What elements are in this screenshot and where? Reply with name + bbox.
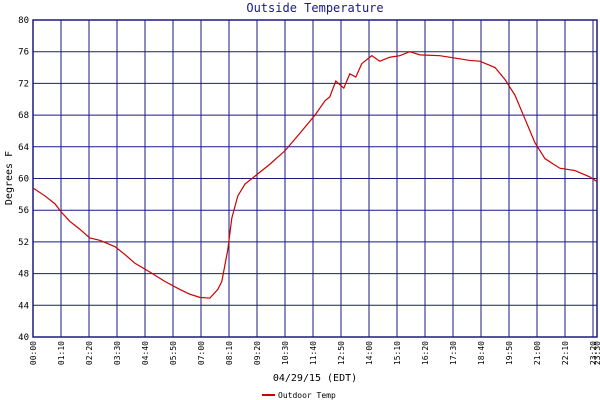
x-tick-label: 21:00 xyxy=(533,341,542,365)
chart-title: Outside Temperature xyxy=(246,1,383,15)
y-tick-label: 64 xyxy=(18,143,29,153)
y-tick-label: 56 xyxy=(18,206,29,216)
x-tick-label: 10:30 xyxy=(281,341,290,365)
y-axis-label: Degrees F xyxy=(4,151,15,205)
y-tick-label: 44 xyxy=(18,301,29,311)
x-tick-label: 04:40 xyxy=(141,341,150,365)
x-tick-label: 14:00 xyxy=(365,341,374,365)
y-tick-label: 52 xyxy=(18,238,29,248)
y-tick-label: 60 xyxy=(18,175,29,185)
x-tick-label: 22:10 xyxy=(561,341,570,365)
x-tick-label: 16:20 xyxy=(421,341,430,365)
x-tick-label: 17:30 xyxy=(449,341,458,365)
x-tick-label: 23:30 xyxy=(593,341,600,365)
y-tick-label: 48 xyxy=(18,270,29,280)
x-tick-label: 23:20 xyxy=(589,341,598,365)
x-tick-label: 12:50 xyxy=(337,341,346,365)
x-tick-label: 07:00 xyxy=(197,341,206,365)
legend-label: Outdoor Temp xyxy=(278,391,336,400)
x-axis-label: 04/29/15 (EDT) xyxy=(273,373,357,384)
x-tick-label: 08:10 xyxy=(225,341,234,365)
x-tick-label: 18:40 xyxy=(477,341,486,365)
x-tick-label: 02:20 xyxy=(85,341,94,365)
x-tick-label: 15:10 xyxy=(393,341,402,365)
x-tick-label: 03:30 xyxy=(113,341,122,365)
y-tick-label: 40 xyxy=(18,333,29,343)
x-tick-label: 11:40 xyxy=(309,341,318,365)
y-tick-label: 68 xyxy=(18,111,29,121)
x-tick-label: 00:00 xyxy=(29,341,38,365)
y-tick-label: 76 xyxy=(18,48,29,58)
y-tick-label: 80 xyxy=(18,16,29,26)
data-line xyxy=(32,51,598,299)
x-tick-label: 09:20 xyxy=(253,341,262,365)
x-tick-label: 05:50 xyxy=(169,341,178,365)
x-tick-label: 01:10 xyxy=(57,341,66,365)
x-tick-label: 19:50 xyxy=(505,341,514,365)
plot-frame xyxy=(32,19,598,338)
y-tick-label: 72 xyxy=(18,79,29,89)
